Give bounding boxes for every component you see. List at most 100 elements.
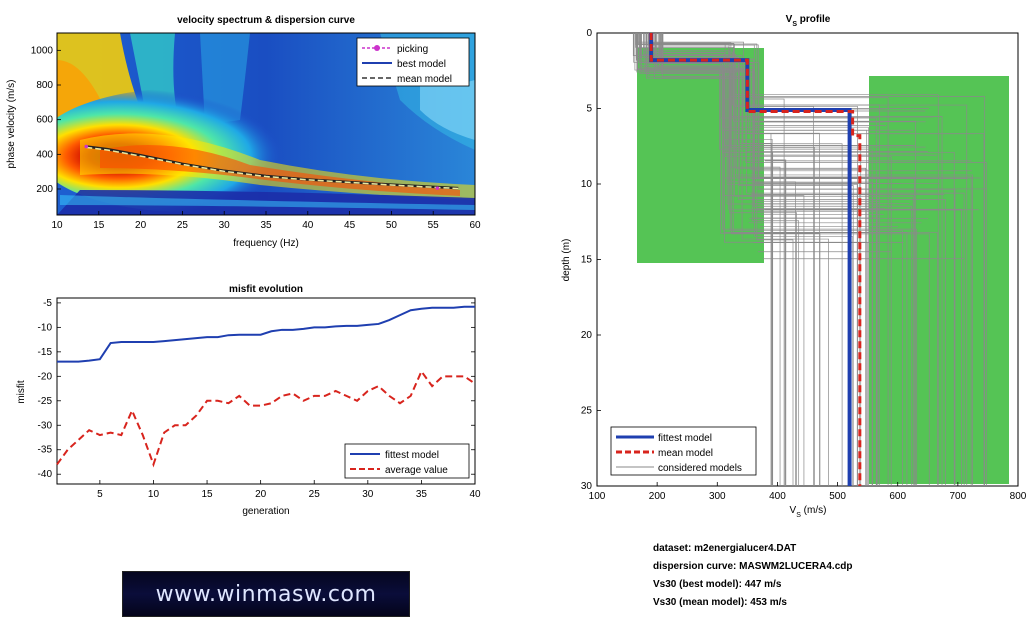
profile-considered-model-line — [635, 33, 774, 486]
misfit-legend: fittest model average value — [344, 443, 470, 479]
spectrum-curves — [84, 144, 459, 190]
profile-considered-model-line — [641, 33, 879, 486]
misfit-xtick-label: 30 — [362, 489, 374, 500]
legend-best-model: best model — [397, 59, 446, 70]
misfit-xtick-label: 25 — [309, 489, 321, 500]
profile-considered-model-line — [634, 33, 972, 486]
misfit-xtick-label: 20 — [255, 489, 267, 500]
profile-considered-model-line — [648, 33, 917, 486]
misfit-xtick-label: 5 — [97, 489, 103, 500]
legend-profile-mean: mean model — [658, 448, 713, 459]
info-dataset: dataset: m2energialucer4.DAT — [653, 543, 797, 554]
spectrum-ylabel: phase velocity (m/s) — [6, 80, 17, 169]
misfit-xtick-label: 10 — [148, 489, 160, 500]
misfit-ytick-label: -25 — [38, 396, 53, 407]
info-block: dataset: m2energialucer4.DAT dispersion … — [653, 540, 852, 612]
legend-average-value: average value — [385, 465, 448, 476]
spectrum-ytick-label: 400 — [36, 149, 53, 160]
spectrum-xtick-label: 50 — [386, 220, 398, 231]
profile-xtick-label: 300 — [709, 491, 726, 502]
spectrum-mean-model-line — [86, 146, 459, 190]
spectrum-xlabel: frequency (Hz) — [233, 238, 299, 249]
legend-profile-considered: considered models — [658, 463, 742, 474]
profile-considered-model-line — [637, 33, 858, 486]
profile-xtick-label: 800 — [1010, 491, 1027, 502]
profile-considered-model-line — [655, 33, 854, 486]
spectrum-xtick-label: 10 — [51, 220, 63, 231]
spectrum-xtick-label: 30 — [219, 220, 231, 231]
profile-xtick-label: 200 — [649, 491, 666, 502]
misfit-xlabel: generation — [242, 506, 289, 517]
profile-ytick-label: 25 — [581, 406, 593, 417]
info-dispersion: dispersion curve: MASWM2LUCERA4.cdp — [653, 561, 853, 572]
spectrum-xtick-label: 40 — [302, 220, 314, 231]
profile-ytick-label: 30 — [581, 481, 593, 492]
spectrum-ytick-label: 1000 — [31, 45, 54, 56]
profile-considered-model-line — [654, 33, 843, 486]
spectrum-xtick-label: 55 — [428, 220, 440, 231]
misfit-ytick-label: -40 — [38, 469, 53, 480]
spectrum-legend: picking best model mean model — [356, 37, 470, 87]
profile-considered-model-line — [641, 33, 880, 486]
misfit-title: misfit evolution — [229, 284, 303, 295]
spectrum-ytick-label: 200 — [36, 184, 53, 195]
spectrum-panel: velocity spectrum & dispersion curve 10 1… — [6, 15, 481, 249]
spectrum-xtick-label: 60 — [469, 220, 481, 231]
profile-ytick-label: 5 — [586, 104, 592, 115]
spectrum-picking-point — [435, 186, 440, 190]
spectrum-title: velocity spectrum & dispersion curve — [177, 15, 355, 26]
misfit-panel: misfit evolution 5 10 15 20 25 30 35 40 -5 -10 -15… — [16, 284, 481, 517]
legend-profile-fittest: fittest model — [658, 433, 712, 444]
profile-considered-model-line — [643, 33, 908, 486]
profile-considered-model-line — [636, 33, 829, 486]
spectrum-ytick-label: 600 — [36, 115, 53, 126]
profile-title: VS profile — [786, 14, 831, 28]
legend-mean-model: mean model — [397, 74, 452, 85]
misfit-average-line — [56, 369, 476, 468]
profile-considered-model-line — [652, 33, 868, 486]
profile-considered-model-line — [640, 33, 773, 486]
profile-legend: fittest model mean model considered mode… — [610, 426, 757, 476]
spectrum-xtick-label: 45 — [344, 220, 356, 231]
profile-ytick-label: 20 — [581, 330, 593, 341]
profile-xtick-label: 600 — [889, 491, 906, 502]
profile-mean-line — [649, 33, 862, 486]
profile-considered-model-line — [633, 33, 800, 486]
misfit-ytick-label: -15 — [38, 347, 53, 358]
info-vs30-best: Vs30 (best model): 447 m/s — [653, 579, 782, 590]
misfit-ticks: 5 10 15 20 25 30 35 40 -5 -10 -15 -20 -25 -30 -35 -40 — [38, 298, 481, 500]
legend-picking: picking — [397, 44, 428, 55]
misfit-ytick-label: -10 — [38, 322, 53, 333]
logo-text: www.winmasw.com — [155, 581, 377, 607]
profile-ylabel: depth (m) — [561, 239, 572, 282]
misfit-ylabel: misfit — [16, 380, 27, 404]
info-vs30-mean: Vs30 (mean model): 453 m/s — [653, 597, 787, 608]
profile-curves — [649, 33, 862, 486]
profile-xtick-label: 400 — [769, 491, 786, 502]
profile-ytick-label: 15 — [581, 255, 593, 266]
spectrum-xtick-label: 20 — [135, 220, 147, 231]
profile-considered-model-line — [661, 33, 814, 486]
misfit-ytick-label: -30 — [38, 420, 53, 431]
profile-considered-model-line — [635, 33, 939, 486]
profile-ytick-label: 10 — [581, 179, 593, 190]
profile-xlabel: VS (m/s) — [790, 505, 827, 519]
spectrum-xtick-label: 15 — [93, 220, 105, 231]
spectrum-xtick-label: 35 — [260, 220, 272, 231]
misfit-ytick-label: -35 — [38, 445, 53, 456]
winmasw-logo: www.winmasw.com — [122, 571, 410, 617]
misfit-fittest-line — [57, 305, 475, 363]
profile-considered-model-line — [646, 33, 930, 486]
spectrum-picking-point — [84, 144, 89, 149]
legend-fittest-model: fittest model — [385, 450, 439, 461]
spectrum-xtick-label: 25 — [177, 220, 189, 231]
spectrum-ytick-label: 800 — [36, 80, 53, 91]
misfit-xtick-label: 15 — [201, 489, 213, 500]
misfit-xtick-label: 40 — [469, 489, 481, 500]
profile-ytick-label: 0 — [586, 28, 592, 39]
misfit-ytick-label: -5 — [43, 298, 52, 309]
spectrum-ticks: 10 15 20 25 30 35 40 45 50 55 60 200 400 600 800 1000 — [31, 45, 481, 231]
misfit-xtick-label: 35 — [416, 489, 428, 500]
profile-xtick-label: 500 — [829, 491, 846, 502]
